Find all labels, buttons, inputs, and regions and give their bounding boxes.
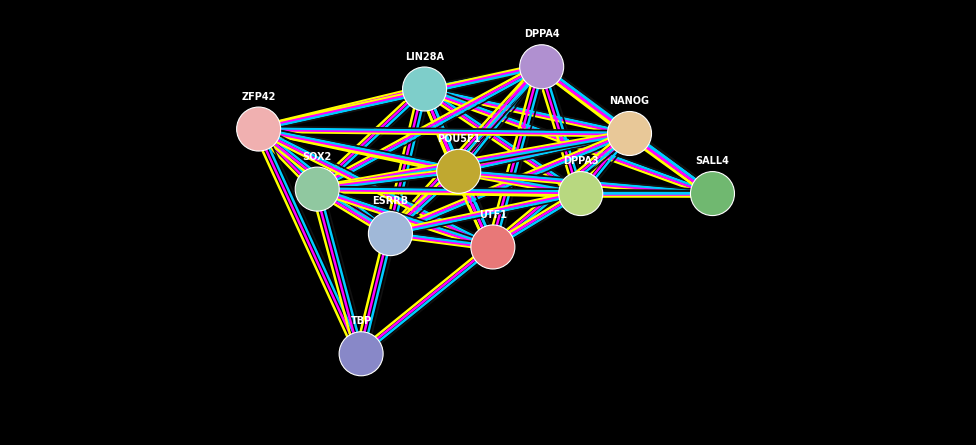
Text: UTF1: UTF1 [479,210,507,220]
Ellipse shape [402,67,447,111]
Text: ZFP42: ZFP42 [241,92,276,102]
Ellipse shape [690,172,735,215]
Ellipse shape [295,167,340,211]
Text: ESRRB: ESRRB [372,196,409,206]
Text: DPPA3: DPPA3 [563,156,598,166]
Text: SOX2: SOX2 [303,152,332,162]
Ellipse shape [470,225,515,269]
Text: SALL4: SALL4 [696,156,729,166]
Ellipse shape [368,212,413,255]
Ellipse shape [607,112,652,155]
Text: TBP: TBP [350,316,372,327]
Text: DPPA4: DPPA4 [524,29,559,40]
Ellipse shape [339,332,384,376]
Ellipse shape [519,45,564,89]
Ellipse shape [558,172,603,215]
Ellipse shape [236,107,281,151]
Ellipse shape [436,150,481,193]
Text: POU5F1: POU5F1 [437,134,480,144]
Text: NANOG: NANOG [610,96,649,106]
Text: LIN28A: LIN28A [405,52,444,62]
